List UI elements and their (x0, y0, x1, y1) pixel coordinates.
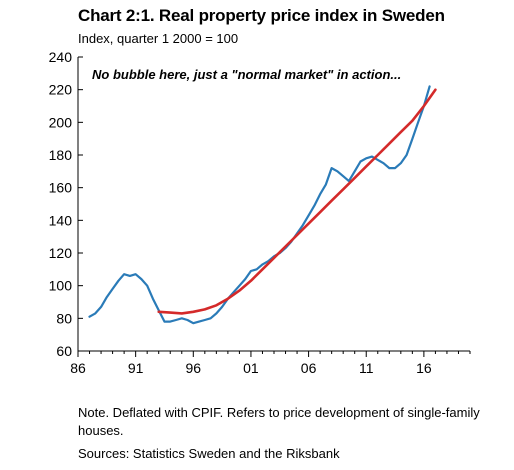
chart-annotation: No bubble here, just a "normal market" i… (92, 67, 401, 82)
chart-note: Note. Deflated with CPIF. Refers to pric… (78, 405, 480, 438)
y-tick-label: 200 (49, 114, 73, 130)
y-tick-label: 220 (49, 82, 73, 98)
y-tick-label: 80 (56, 310, 72, 326)
x-tick-label: 96 (186, 360, 202, 376)
series-line-price-index (88, 85, 431, 325)
x-tick-label: 01 (243, 360, 259, 376)
y-tick-label: 180 (49, 147, 73, 163)
y-tick-label: 100 (49, 278, 73, 294)
x-tick-label: 11 (359, 360, 374, 376)
y-tick-label: 160 (49, 180, 73, 196)
y-tick-label: 120 (49, 245, 73, 261)
chart-sources: Sources: Statistics Sweden and the Riksb… (78, 446, 340, 461)
x-tick-label: 16 (416, 360, 432, 376)
chart-plot: 60 80 100 120 140 160 180 200 220 240 86 91 96 01 06 11… (49, 49, 471, 376)
x-tick-label: 91 (128, 360, 144, 376)
y-tick-label: 240 (49, 49, 73, 65)
series-line-trend (157, 88, 437, 315)
chart-axes: 60 80 100 120 140 160 180 200 220 240 86 91 96 01 06 11… (49, 49, 471, 376)
x-tick-label: 06 (301, 360, 317, 376)
x-tick-label: 86 (70, 360, 86, 376)
chart-title: Chart 2:1. Real property price index in … (78, 6, 445, 25)
y-tick-label: 140 (49, 212, 73, 228)
y-tick-label: 60 (56, 343, 72, 359)
chart-subtitle: Index, quarter 1 2000 = 100 (78, 31, 239, 46)
chart-series-group (88, 85, 437, 325)
